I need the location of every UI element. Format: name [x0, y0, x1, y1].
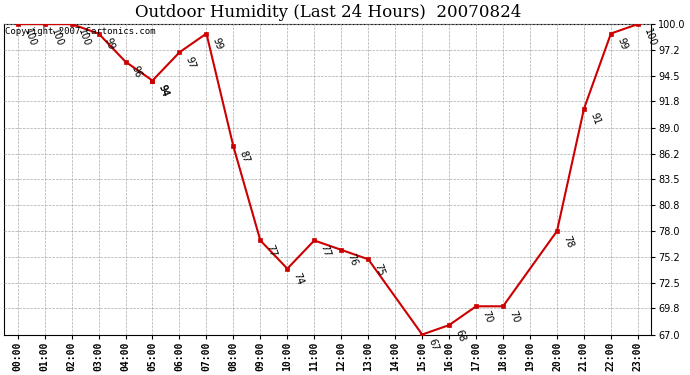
Text: 76: 76 [346, 253, 359, 268]
Text: 67: 67 [426, 337, 440, 352]
Title: Outdoor Humidity (Last 24 Hours)  20070824: Outdoor Humidity (Last 24 Hours) 2007082… [135, 4, 521, 21]
Text: 99: 99 [210, 36, 224, 51]
Text: 70: 70 [480, 309, 494, 324]
Text: 78: 78 [561, 234, 575, 249]
Text: 68: 68 [453, 328, 467, 343]
Text: 70: 70 [507, 309, 521, 324]
Text: 96: 96 [130, 64, 144, 80]
Text: 77: 77 [319, 243, 332, 258]
Text: 100: 100 [49, 27, 64, 48]
Text: 77: 77 [264, 243, 278, 258]
Text: 91: 91 [588, 111, 602, 126]
Text: 87: 87 [237, 149, 251, 164]
Text: 74: 74 [291, 272, 305, 286]
Text: 94: 94 [157, 83, 170, 98]
Text: 99: 99 [615, 36, 629, 51]
Text: 100: 100 [22, 27, 37, 48]
Text: 100: 100 [76, 27, 92, 48]
Text: 75: 75 [373, 262, 386, 277]
Text: 100: 100 [642, 27, 658, 48]
Text: Copyright 2007 Cartonics.com: Copyright 2007 Cartonics.com [6, 27, 156, 36]
Text: 94: 94 [157, 83, 170, 98]
Text: 99: 99 [103, 36, 117, 51]
Text: 97: 97 [184, 55, 197, 70]
